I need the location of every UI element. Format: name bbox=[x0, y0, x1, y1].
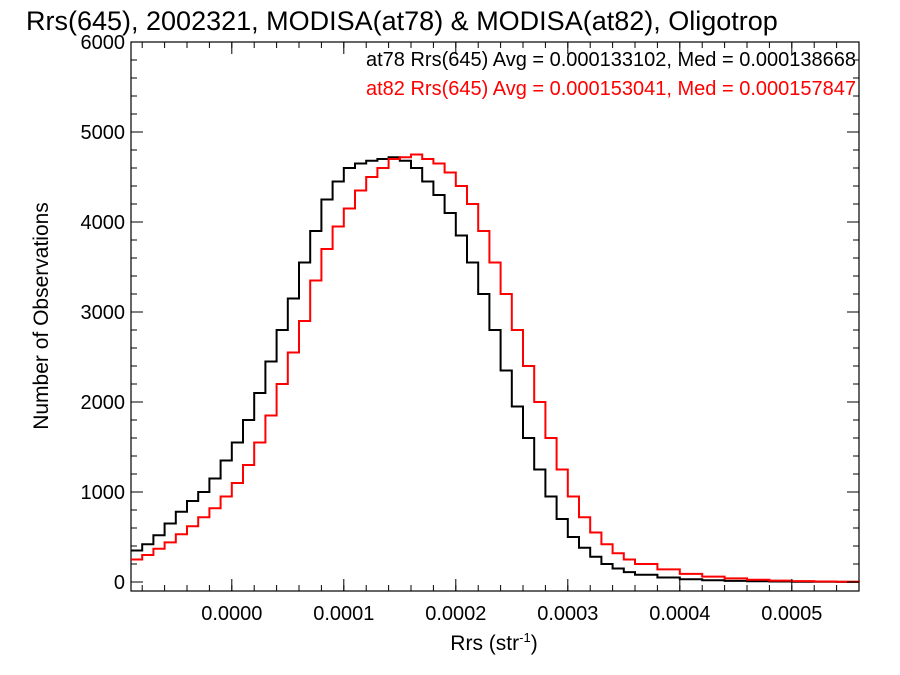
chart-title: Rrs(645), 2002321, MODISA(at78) & MODISA… bbox=[26, 6, 778, 36]
x-axis: 0.0000 0.0001 0.0002 0.0003 0.0004 0.0005 bbox=[141, 42, 838, 625]
y-axis: 0 1000 2000 3000 4000 5000 6000 bbox=[81, 32, 859, 594]
series-line-at78 bbox=[131, 156, 860, 583]
y-tick-label: 5000 bbox=[81, 122, 126, 144]
y-tick-label: 6000 bbox=[81, 32, 126, 54]
series-layer bbox=[131, 153, 860, 583]
y-tick-label: 4000 bbox=[81, 212, 126, 234]
legend-entry-at78: at78 Rrs(645) Avg = 0.000133102, Med = 0… bbox=[366, 49, 856, 71]
x-tick-label: 0.0003 bbox=[537, 603, 598, 625]
x-tick-label: 0.0001 bbox=[313, 603, 374, 625]
y-tick-label: 2000 bbox=[81, 392, 126, 414]
x-axis-label: Rrs (str-1) bbox=[450, 630, 537, 655]
plot-frame bbox=[130, 41, 860, 592]
series-line-at82 bbox=[131, 153, 860, 583]
y-axis-label: Number of Observations bbox=[30, 202, 53, 430]
x-tick-label: 0.0004 bbox=[649, 603, 710, 625]
y-tick-label: 3000 bbox=[81, 302, 126, 324]
x-axis-label-superscript: -1 bbox=[519, 630, 531, 645]
legend-entry-at82: at82 Rrs(645) Avg = 0.000153041, Med = 0… bbox=[366, 78, 856, 100]
x-tick-label: 0.0002 bbox=[425, 603, 486, 625]
y-tick-label: 1000 bbox=[81, 482, 126, 504]
x-tick-label: 0.0005 bbox=[761, 603, 822, 625]
y-tick-label: 0 bbox=[114, 572, 125, 594]
x-tick-label: 0.0000 bbox=[201, 603, 262, 625]
x-axis-label-main: Rrs (str bbox=[450, 632, 519, 655]
x-axis-label-close: ) bbox=[531, 632, 538, 655]
